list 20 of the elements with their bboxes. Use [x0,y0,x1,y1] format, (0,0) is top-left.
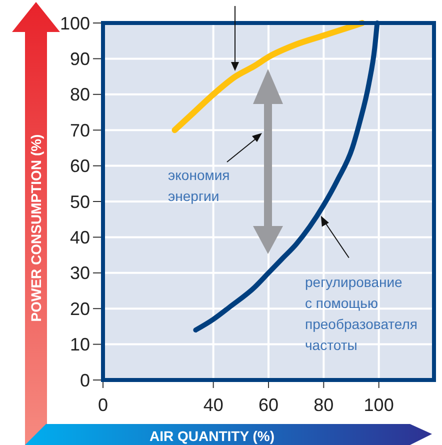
annotation: экономия энергии [168,167,230,204]
y-tick-label: 60 [70,156,90,176]
y-tick-label: 100 [60,13,90,34]
y-tick-label: 70 [70,120,90,140]
y-axis-title: POWER CONSUMPTION (%) [28,134,44,322]
x-tick-label: 60 [258,395,279,415]
y-tick-label: 90 [70,49,90,69]
y-tick-label: 80 [70,84,90,105]
y-tick-label: 10 [70,334,90,355]
y-tick-label: 0 [80,370,90,390]
x-axis-title: AIR QUANTITY (%) [150,428,274,444]
x-tick-label: 80 [314,395,334,415]
annotation: регулирование с помощью преобразователя частоты [305,274,418,353]
y-tick-label: 40 [70,228,90,248]
x-tick-label: 40 [203,395,224,415]
x-tick-label: 100 [364,395,394,415]
y-tick-label: 20 [70,298,90,319]
y-tick-label: 50 [70,192,90,212]
y-tick-label: 30 [70,263,90,284]
x-tick-label: 0 [98,395,108,415]
